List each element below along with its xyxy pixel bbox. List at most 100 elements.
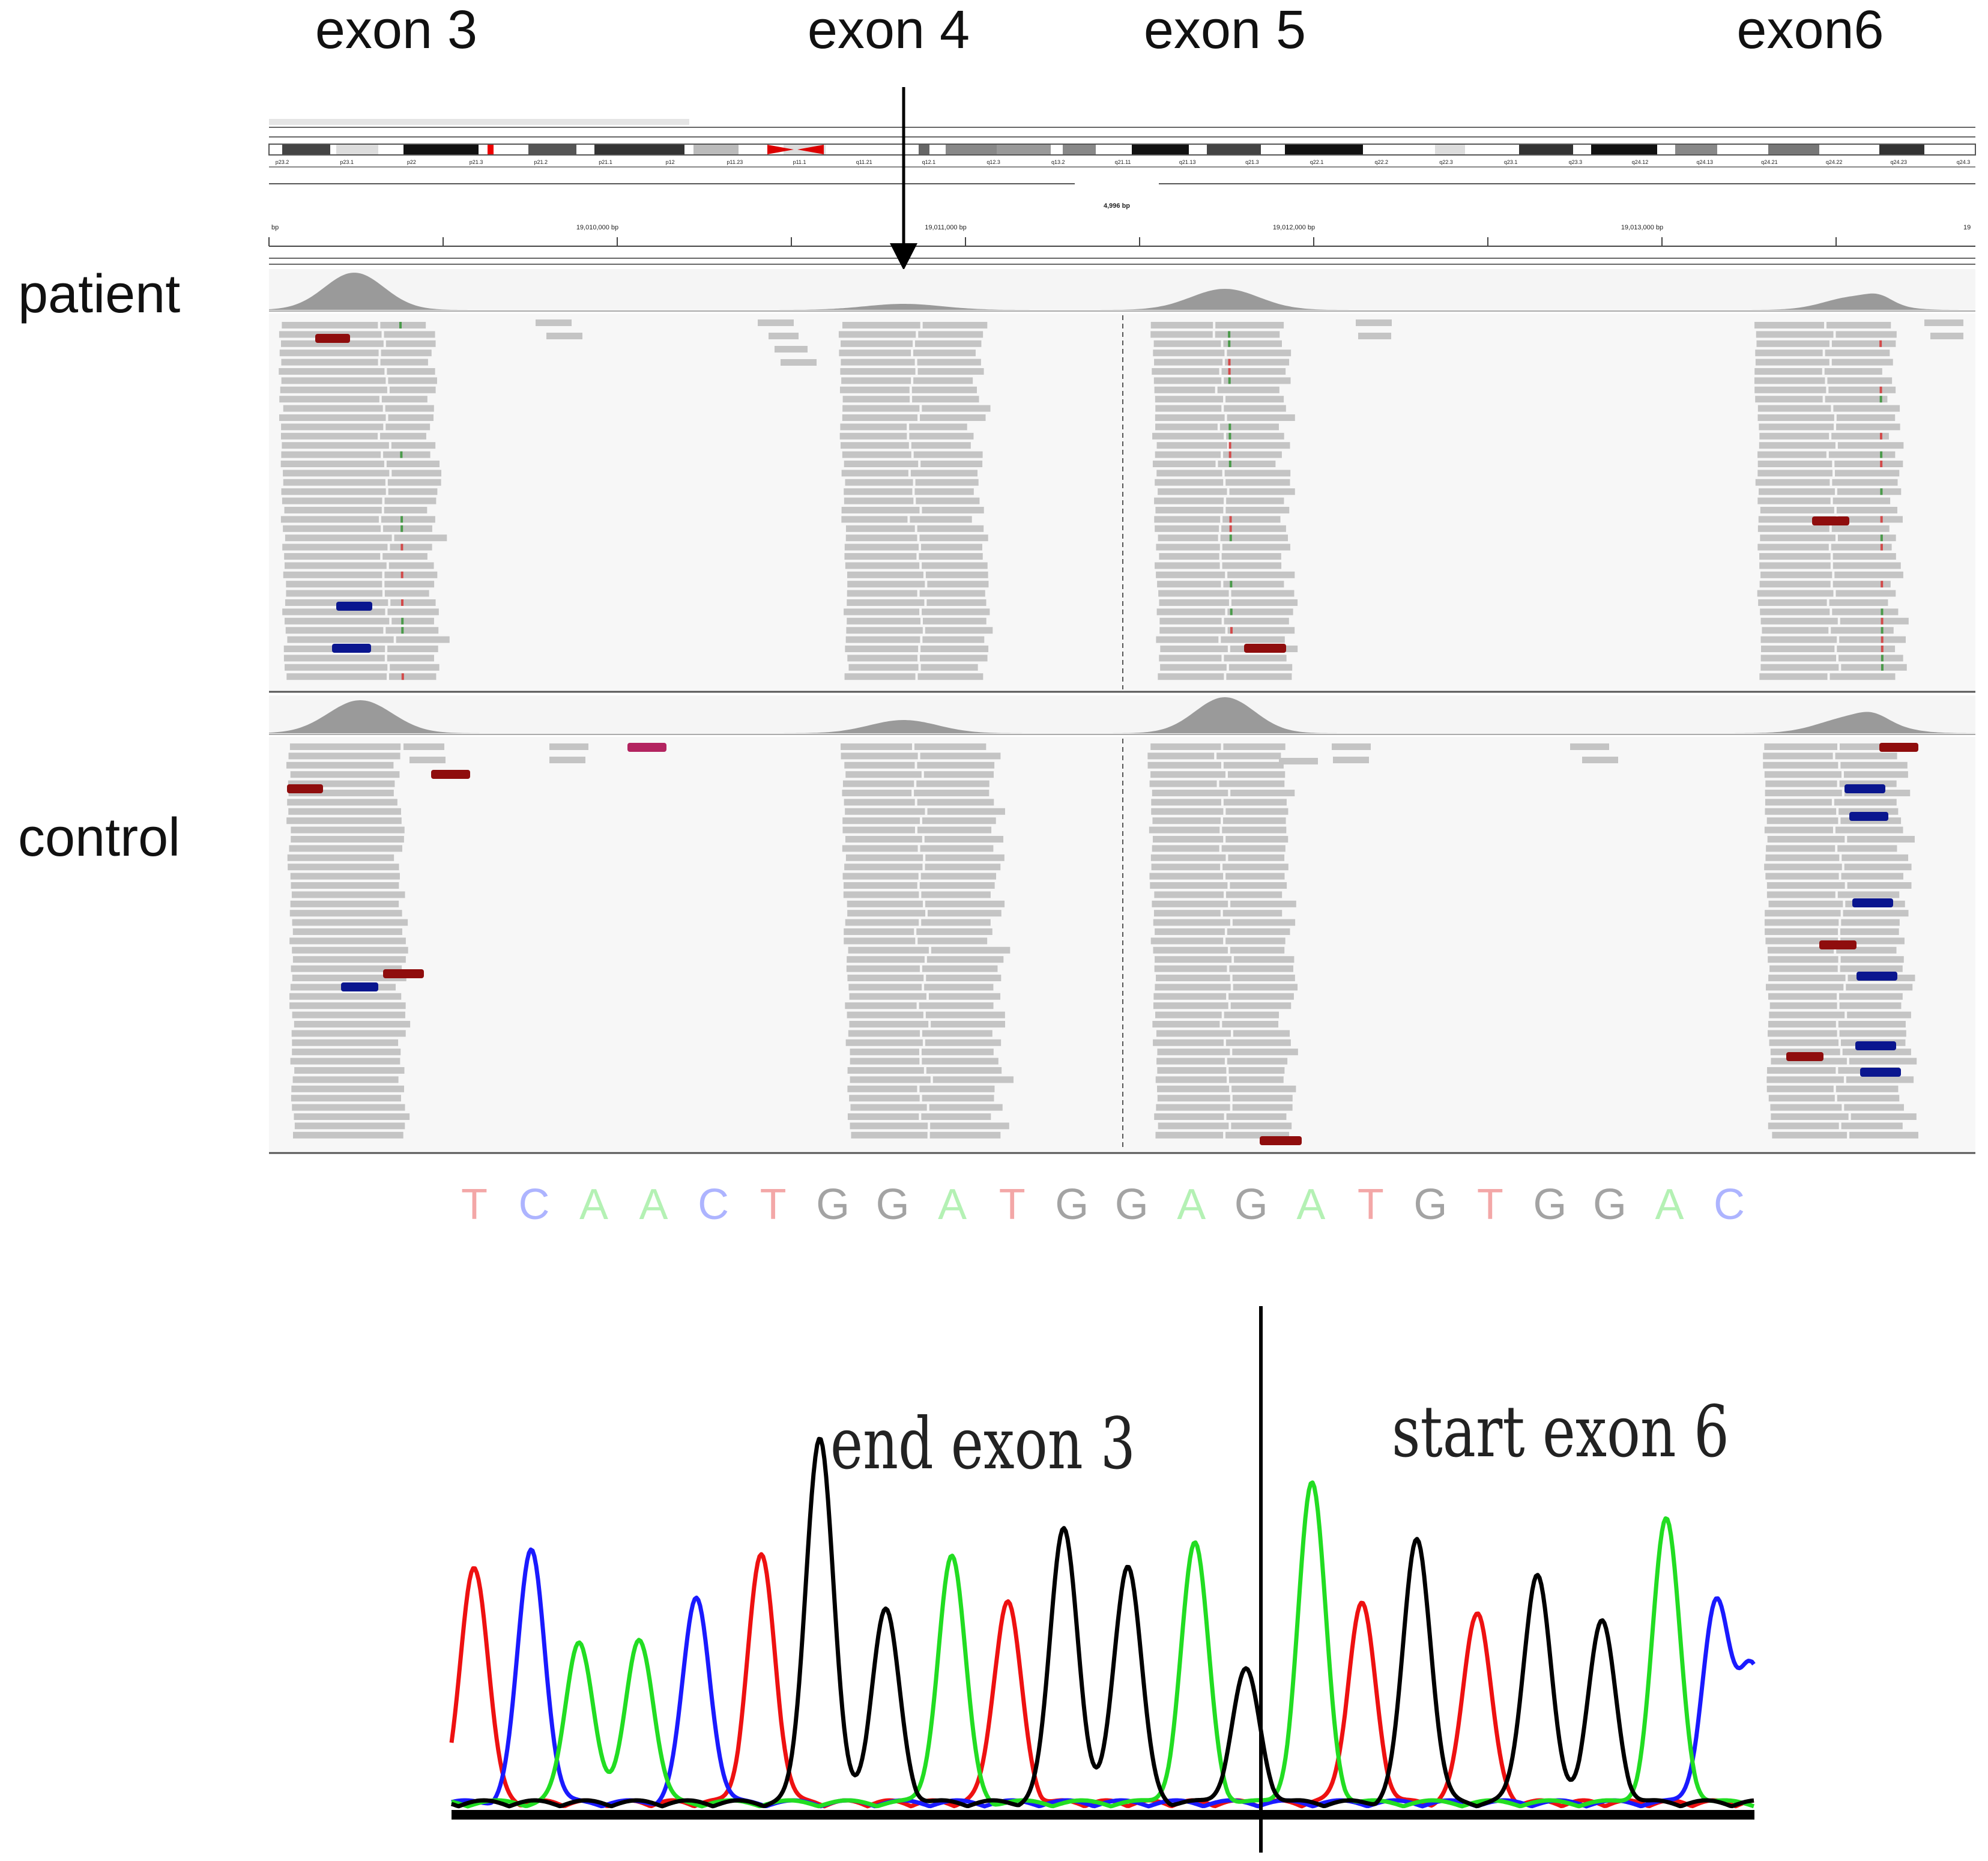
read — [1766, 891, 1835, 898]
read — [290, 1058, 400, 1065]
cytoband — [282, 145, 330, 154]
read — [1155, 423, 1218, 431]
read — [1160, 664, 1227, 671]
read — [1832, 562, 1901, 569]
read — [1764, 743, 1838, 750]
read — [917, 761, 995, 769]
read — [1156, 636, 1219, 643]
read — [287, 636, 394, 643]
read — [1232, 919, 1296, 926]
read — [1150, 331, 1213, 338]
read — [383, 451, 431, 458]
cytoband-label: p22 — [407, 159, 416, 165]
read — [920, 414, 986, 421]
read — [1760, 507, 1834, 513]
read — [281, 423, 384, 431]
read — [850, 1122, 928, 1130]
read — [1759, 432, 1829, 440]
read — [1154, 1113, 1224, 1120]
read — [1766, 882, 1845, 889]
read — [1225, 873, 1285, 880]
read — [1226, 673, 1292, 680]
read — [1152, 461, 1216, 467]
read — [912, 396, 979, 403]
read — [1159, 599, 1229, 606]
read — [1759, 442, 1835, 449]
read — [380, 432, 426, 440]
read — [1582, 757, 1618, 763]
read — [920, 752, 1001, 760]
read — [758, 319, 794, 326]
read — [845, 525, 915, 532]
read — [842, 414, 918, 421]
read — [380, 359, 428, 366]
read-discordant — [1819, 940, 1857, 949]
read — [1225, 937, 1286, 945]
read — [850, 1104, 927, 1111]
read — [384, 571, 438, 578]
read — [1765, 799, 1832, 806]
read — [1152, 836, 1224, 843]
read — [1220, 534, 1289, 542]
read — [922, 322, 988, 328]
read — [1223, 451, 1282, 458]
read — [1155, 525, 1219, 532]
exon5-label: exon 5 — [1144, 0, 1306, 60]
read — [1232, 1104, 1293, 1111]
read — [1760, 617, 1838, 625]
read — [928, 910, 1002, 917]
read — [925, 864, 1001, 871]
centromere — [767, 145, 794, 154]
read — [1837, 1095, 1900, 1102]
read — [1157, 581, 1221, 588]
read — [387, 608, 439, 616]
read — [1757, 525, 1829, 532]
read — [1846, 984, 1913, 991]
read — [1755, 479, 1830, 486]
mismatch — [399, 322, 402, 328]
read — [283, 655, 385, 662]
read — [549, 757, 585, 763]
read — [1152, 817, 1221, 825]
read — [1835, 590, 1896, 597]
cytoband-label: p11.1 — [793, 159, 806, 165]
read — [280, 516, 379, 523]
read — [385, 340, 436, 347]
region-size-ruler: 4,996 bp — [269, 183, 1975, 210]
read — [839, 350, 911, 357]
read — [909, 432, 974, 440]
read — [381, 350, 432, 357]
read — [285, 627, 384, 634]
read — [1232, 1049, 1298, 1056]
read — [844, 864, 923, 871]
control-coverage — [269, 697, 1975, 733]
read — [1230, 1002, 1292, 1009]
read — [390, 664, 440, 671]
read — [1222, 817, 1286, 825]
read — [292, 1104, 405, 1111]
mismatch — [401, 673, 404, 680]
read — [847, 900, 923, 907]
read — [841, 470, 908, 477]
sequence-base: G — [1234, 1181, 1268, 1229]
mismatch — [400, 543, 403, 551]
read — [283, 470, 390, 477]
read — [1838, 655, 1903, 662]
read — [1826, 322, 1891, 328]
read — [1158, 673, 1224, 680]
read — [1221, 553, 1281, 560]
read — [844, 761, 915, 769]
read — [1229, 488, 1295, 495]
mismatch — [1881, 646, 1884, 652]
patient-reads — [279, 319, 1963, 680]
read — [384, 497, 437, 504]
read — [388, 377, 437, 384]
read — [387, 479, 441, 486]
read — [1768, 1095, 1835, 1102]
read-reverse-strand — [1849, 812, 1888, 821]
read — [922, 636, 985, 643]
read — [1831, 340, 1896, 347]
read — [1760, 534, 1835, 542]
mismatch — [1229, 534, 1232, 542]
